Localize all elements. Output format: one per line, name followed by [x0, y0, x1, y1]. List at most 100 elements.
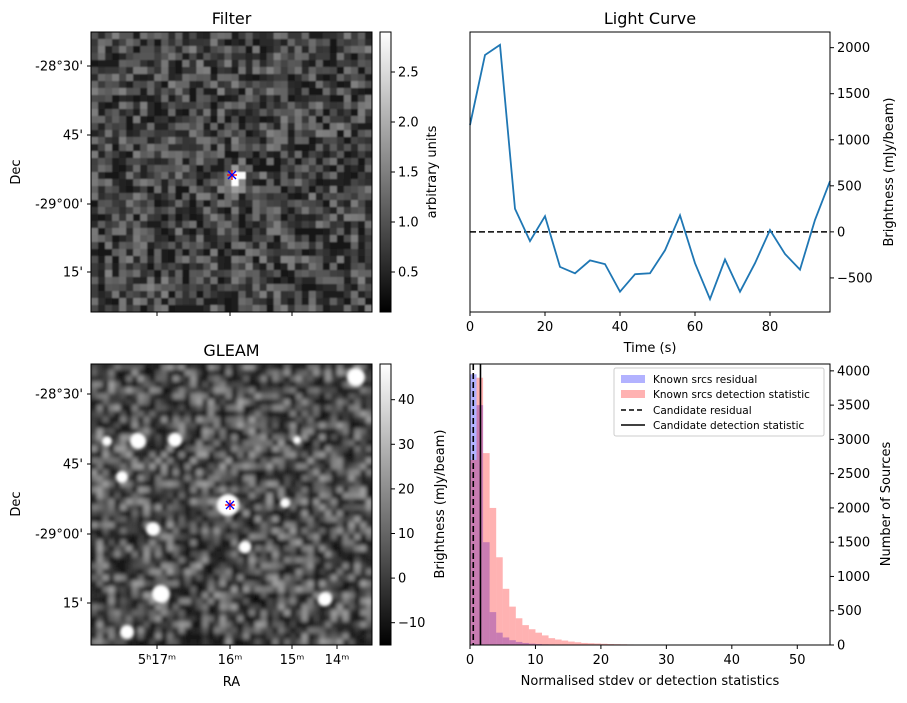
gleam-colorbar-tick-label: 10: [398, 527, 415, 542]
histogram-legend: Known srcs residual Known srcs detection…: [614, 368, 824, 436]
gleam-colorbar-tick-label: −10: [398, 616, 425, 631]
light-curve-ytick-label: 0: [837, 225, 845, 240]
histogram-bar-detection: [503, 589, 510, 645]
histogram-ylabel: Number of Sources: [879, 442, 894, 567]
light-curve-ytick-label: 2000: [837, 41, 870, 56]
histogram-ytick-label: 3500: [837, 399, 870, 414]
histogram-xtick-label: 30: [658, 653, 675, 668]
light-curve-panel: Light Curve 0 20 40 60 80 −500 0 500 1000 1500 20…: [466, 9, 897, 356]
filter-ytick-label: 45': [63, 129, 83, 144]
gleam-ytick-label: 45': [63, 458, 83, 473]
gleam-source: [347, 368, 365, 386]
light-curve-xtick-label: 0: [466, 320, 474, 335]
gleam-ytick-label: -28°30': [35, 388, 83, 403]
gleam-source: [280, 498, 290, 508]
filter-ylabel: Dec: [9, 159, 24, 184]
filter-colorbar-tick-label: 1.5: [398, 166, 419, 181]
gleam-source: [152, 585, 170, 603]
histogram-bar-detection: [522, 625, 529, 645]
light-curve-xlabel: Time (s): [623, 341, 677, 356]
filter-colorbar-tick-label: 2.0: [398, 116, 419, 131]
light-curve-axes-frame: [470, 32, 830, 312]
gleam-xtick-label: 16ᵐ: [218, 653, 243, 668]
light-curve-title: Light Curve: [604, 9, 696, 28]
legend-label-residual: Known srcs residual: [653, 374, 757, 386]
histogram-xtick-label: 10: [527, 653, 544, 668]
light-curve-ylabel: Brightness (mJy/beam): [882, 98, 897, 247]
histogram-xlabel: Normalised stdev or detection statistics: [521, 674, 780, 689]
gleam-colorbar-tick-label: 20: [398, 482, 415, 497]
histogram-bar-detection: [483, 453, 490, 645]
histogram-ytick-label: 3000: [837, 433, 870, 448]
gleam-source: [146, 522, 160, 536]
histogram-bar-detection: [562, 641, 569, 645]
gleam-colorbar-label: Brightness (mJy/beam): [433, 430, 448, 579]
light-curve-ytick-label: 500: [837, 179, 862, 194]
gleam-colorbar-tick-label: 0: [398, 572, 406, 587]
histogram-bar-detection: [490, 508, 497, 645]
gleam-title: GLEAM: [203, 341, 259, 360]
histogram-bar-detection: [529, 629, 536, 645]
gleam-source: [318, 592, 332, 606]
gleam-source: [293, 436, 301, 444]
light-curve-ytick-label: 1500: [837, 87, 870, 102]
histogram-xtick-label: 0: [466, 653, 474, 668]
filter-colorbar: [380, 32, 391, 312]
gleam-source: [120, 625, 134, 639]
histogram-bar-detection: [496, 557, 503, 645]
gleam-source: [130, 433, 146, 449]
light-curve-xtick-label: 40: [612, 320, 629, 335]
histogram-bar-detection: [549, 638, 556, 645]
light-curve-series: [470, 45, 830, 299]
filter-colorbar-label: arbitrary units: [425, 125, 440, 218]
gleam-source: [116, 471, 128, 483]
light-curve-ytick-label: 1000: [837, 133, 870, 148]
gleam-ytick-label: -29°00': [35, 528, 83, 543]
gleam-panel: GLEAM -28°30' 45' -29°00' 15' 5ʰ17ᵐ 16ᵐ 15ᵐ 14…: [9, 341, 448, 690]
gleam-xlabel: RA: [223, 675, 241, 690]
gleam-colorbar-tick-label: 40: [398, 393, 415, 408]
gleam-source: [102, 436, 112, 446]
histogram-xtick-label: 50: [789, 653, 806, 668]
histogram-bar-detection: [516, 618, 523, 645]
histogram-bar-detection: [555, 640, 562, 645]
light-curve-ytick-label: −500: [837, 271, 873, 286]
gleam-xtick-label: 14ᵐ: [325, 653, 350, 668]
legend-swatch-residual: [621, 375, 645, 383]
histogram-ytick-label: 1000: [837, 570, 870, 585]
filter-title: Filter: [212, 9, 252, 28]
gleam-colorbar-tick-label: 30: [398, 438, 415, 453]
histogram-bar-detection: [509, 607, 516, 645]
histogram-xtick-label: 20: [593, 653, 610, 668]
filter-colorbar-tick-label: 2.5: [398, 66, 419, 81]
filter-ytick-label: -29°00': [35, 198, 83, 213]
histogram-ytick-label: 1500: [837, 536, 870, 551]
gleam-xtick-label: 15ᵐ: [280, 653, 305, 668]
histogram-bar-detection: [535, 633, 542, 645]
histogram-ytick-label: 500: [837, 604, 862, 619]
legend-swatch-detection: [621, 390, 645, 398]
light-curve-xtick-label: 20: [537, 320, 554, 335]
histogram-ytick-label: 4000: [837, 364, 870, 379]
histogram-bar-detection: [542, 635, 549, 645]
histogram-bar-detection: [568, 642, 575, 645]
filter-colorbar-tick-label: 1.0: [398, 216, 419, 231]
legend-label-cand-residual: Candidate residual: [653, 405, 752, 417]
filter-ytick-label: 15': [63, 266, 83, 281]
gleam-source: [239, 541, 251, 553]
filter-colorbar-tick-label: 0.5: [398, 266, 419, 281]
filter-ytick-label: -28°30': [35, 60, 83, 75]
gleam-source: [168, 433, 182, 447]
light-curve-xtick-label: 60: [687, 320, 704, 335]
histogram-ytick-label: 0: [837, 639, 845, 654]
gleam-ytick-label: 15': [63, 597, 83, 612]
gleam-colorbar: [380, 364, 391, 645]
gleam-xtick-label: 5ʰ17ᵐ: [138, 653, 176, 668]
histogram-ytick-label: 2500: [837, 467, 870, 482]
light-curve-xtick-label: 80: [762, 320, 779, 335]
gleam-ylabel: Dec: [9, 491, 24, 516]
filter-panel: Filter -28°30' 45' -29°00' 15' Dec 0.5 1.0 1.…: [9, 9, 440, 316]
legend-label-cand-detection: Candidate detection statistic: [653, 420, 805, 432]
